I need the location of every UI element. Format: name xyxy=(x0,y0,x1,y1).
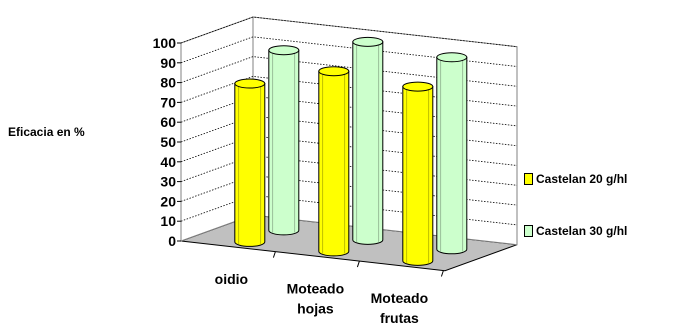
y-tick-label: 30 xyxy=(160,174,176,190)
y-tick-label: 20 xyxy=(160,193,176,209)
legend-label-series-1: Castelan 20 g/hl xyxy=(536,172,628,186)
x-tick-mark xyxy=(356,260,360,268)
legend-swatch-series-1 xyxy=(524,173,533,185)
y-tick-label: 100 xyxy=(153,35,177,51)
bar-1-2 xyxy=(318,66,350,257)
x-tick-labels: oidio Moteado hojas Moteado frutas xyxy=(215,251,444,326)
y-tick-label: 60 xyxy=(160,114,176,130)
legend-item-series-1: Castelan 20 g/hl xyxy=(524,172,627,186)
y-tick-label: 70 xyxy=(160,94,176,110)
bar-1-1 xyxy=(234,78,266,247)
y-axis-label: Eficacia en % xyxy=(8,125,85,139)
y-tick-label: 80 xyxy=(160,75,176,91)
x-tick-label: Moteado xyxy=(287,281,345,297)
x-tick-label: oidio xyxy=(215,271,248,287)
bars xyxy=(234,36,468,266)
bar-1-3 xyxy=(402,81,434,266)
y-tick-label: 90 xyxy=(160,55,176,71)
legend-label-series-2: Castelan 30 g/hl xyxy=(536,224,628,238)
x-tick-label: Moteado xyxy=(371,290,429,306)
y-tick-labels: 0 10 20 30 40 50 60 70 80 90 100 xyxy=(153,35,181,249)
x-tick-mark xyxy=(440,270,444,277)
x-tick-label: frutas xyxy=(380,310,419,326)
y-tick-label: 10 xyxy=(160,213,176,229)
legend-item-series-2: Castelan 30 g/hl xyxy=(524,224,627,238)
x-tick-mark xyxy=(272,251,276,258)
x-tick-label: hojas xyxy=(297,301,334,317)
bar-2-2 xyxy=(352,36,384,245)
y-tick-label: 50 xyxy=(160,134,176,150)
legend-swatch-series-2 xyxy=(524,225,533,237)
bar-2-3 xyxy=(436,52,468,255)
bar-2-1 xyxy=(268,45,300,236)
y-tick-label: 40 xyxy=(160,154,176,170)
y-tick-label: 0 xyxy=(168,233,176,249)
